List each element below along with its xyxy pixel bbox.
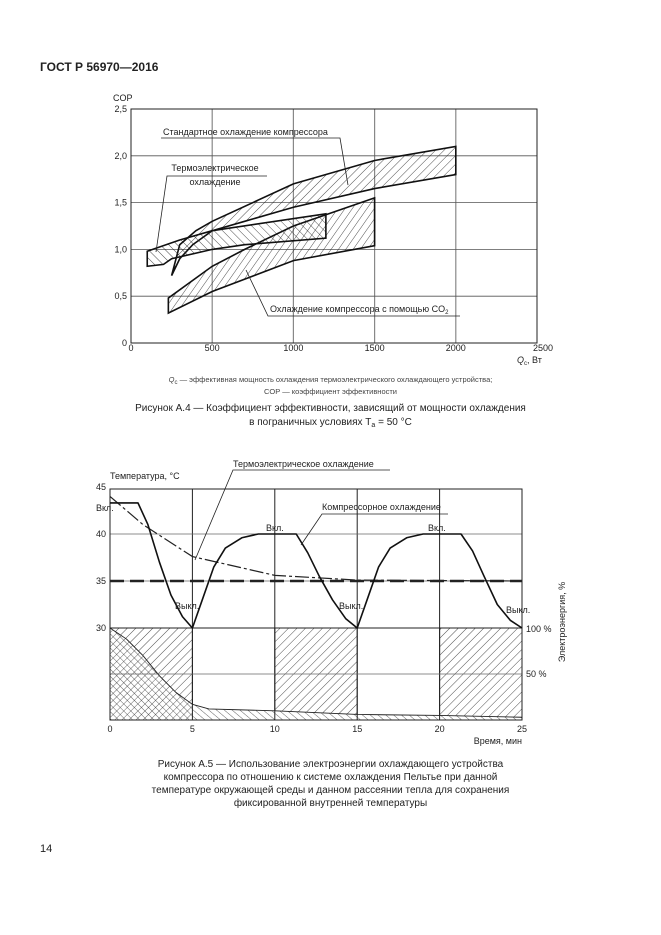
- figure-a5-chart: 0 5 10 15 20 25 30 35 40 45 50 % 100 % Температура,…: [96, 459, 567, 746]
- a5-label-thermo: Термоэлектрическое охлаждение: [233, 459, 374, 469]
- a4-note-2: COP — коэффициент эффективности: [264, 387, 397, 396]
- a5-x-tick: 25: [517, 724, 527, 734]
- page-number: 14: [40, 843, 53, 855]
- a5-caption-2: компрессора по отношению к системе охлаж…: [163, 772, 498, 783]
- a4-y-tick: 0,5: [114, 291, 127, 301]
- a5-y-tick: 45: [96, 482, 106, 492]
- a5-x-tick: 15: [352, 724, 362, 734]
- a5-compressor-temp-line: [110, 502, 523, 629]
- a5-caption-4: фиксированной внутренней температуры: [233, 798, 428, 809]
- a4-label-thermo-2: охлаждение: [190, 177, 241, 187]
- a5-y-label: Температура, °C: [110, 471, 180, 481]
- a4-label-thermo-1: Термоэлектрическое: [171, 163, 258, 173]
- a4-region-co2: [167, 196, 376, 315]
- a4-y-tick: 2,5: [114, 104, 127, 114]
- a5-leader-compressor: [300, 513, 448, 546]
- a5-y2-tick: 50 %: [526, 669, 547, 679]
- document-header: ГОСТ Р 56970—2016: [40, 60, 159, 74]
- a4-x-tick: 2500: [533, 343, 553, 353]
- a5-plot-frame: [109, 488, 523, 721]
- a5-label-off-2: Выкл.: [339, 601, 363, 611]
- a4-plot-frame: [130, 108, 538, 344]
- a4-leader-co2: [245, 269, 460, 317]
- a5-caption-1: Рисунок А.5 — Использование электроэнерг…: [157, 759, 504, 770]
- a5-label-on-3: Вкл.: [428, 523, 446, 533]
- a4-region-thermo: [146, 212, 327, 268]
- a5-y-tick: 35: [96, 576, 106, 586]
- a4-y-tick: 1,5: [114, 198, 127, 208]
- a4-note-1: Qc — эффективная мощность охлаждения тер…: [168, 375, 493, 386]
- a4-y-label: COP: [113, 93, 133, 103]
- a5-label-off-1: Выкл.: [175, 601, 199, 611]
- a4-leader-standard: [161, 137, 349, 186]
- a5-y-tick: 40: [96, 529, 106, 539]
- a4-x-tick: 500: [205, 343, 220, 353]
- a4-label-standard: Стандартное охлаждение компрессора: [163, 127, 328, 137]
- a5-x-label: Время, мин: [474, 736, 522, 746]
- a4-y-tick: 1,0: [114, 244, 127, 254]
- a5-label-compressor: Компрессорное охлаждение: [322, 502, 441, 512]
- a5-y-tick: 30: [96, 623, 106, 633]
- a4-caption-2: в пограничных условиях Ta = 50 °C: [249, 417, 412, 429]
- a4-x-tick: 1500: [365, 343, 385, 353]
- a4-label-co2: Охлаждение компрессора с помощью CO2: [270, 304, 449, 316]
- a4-x-label: Qc, Вт: [517, 355, 542, 367]
- a5-y2-label: Электроэнергия, %: [557, 582, 567, 662]
- a5-x-tick: 0: [107, 724, 112, 734]
- a5-x-tick: 10: [270, 724, 280, 734]
- a4-caption-1: Рисунок А.4 — Коэффициент эффективности,…: [135, 403, 526, 414]
- figure-a4-chart: 0 500 1000 1500 2000 2500 0 0,5 1,0 1,5 2,0 2,5 COP…: [113, 93, 553, 367]
- a5-leader-thermo: [194, 469, 390, 561]
- a5-x-tick: 5: [190, 724, 195, 734]
- a5-x-tick: 20: [435, 724, 445, 734]
- a4-y-tick: 2,0: [114, 151, 127, 161]
- a5-caption-3: температуре окружающей среды и данном ра…: [151, 785, 510, 796]
- a4-x-tick: 0: [128, 343, 133, 353]
- a5-label-off-3: Выкл.: [506, 605, 530, 615]
- a5-label-on-2: Вкл.: [266, 523, 284, 533]
- a5-y2-tick: 100 %: [526, 624, 552, 634]
- a5-label-on-1: Вкл.: [96, 503, 114, 513]
- a4-y-tick: 0: [122, 338, 127, 348]
- a4-x-tick: 2000: [446, 343, 466, 353]
- a4-x-tick: 1000: [283, 343, 303, 353]
- a4-leader-thermo: [155, 175, 267, 253]
